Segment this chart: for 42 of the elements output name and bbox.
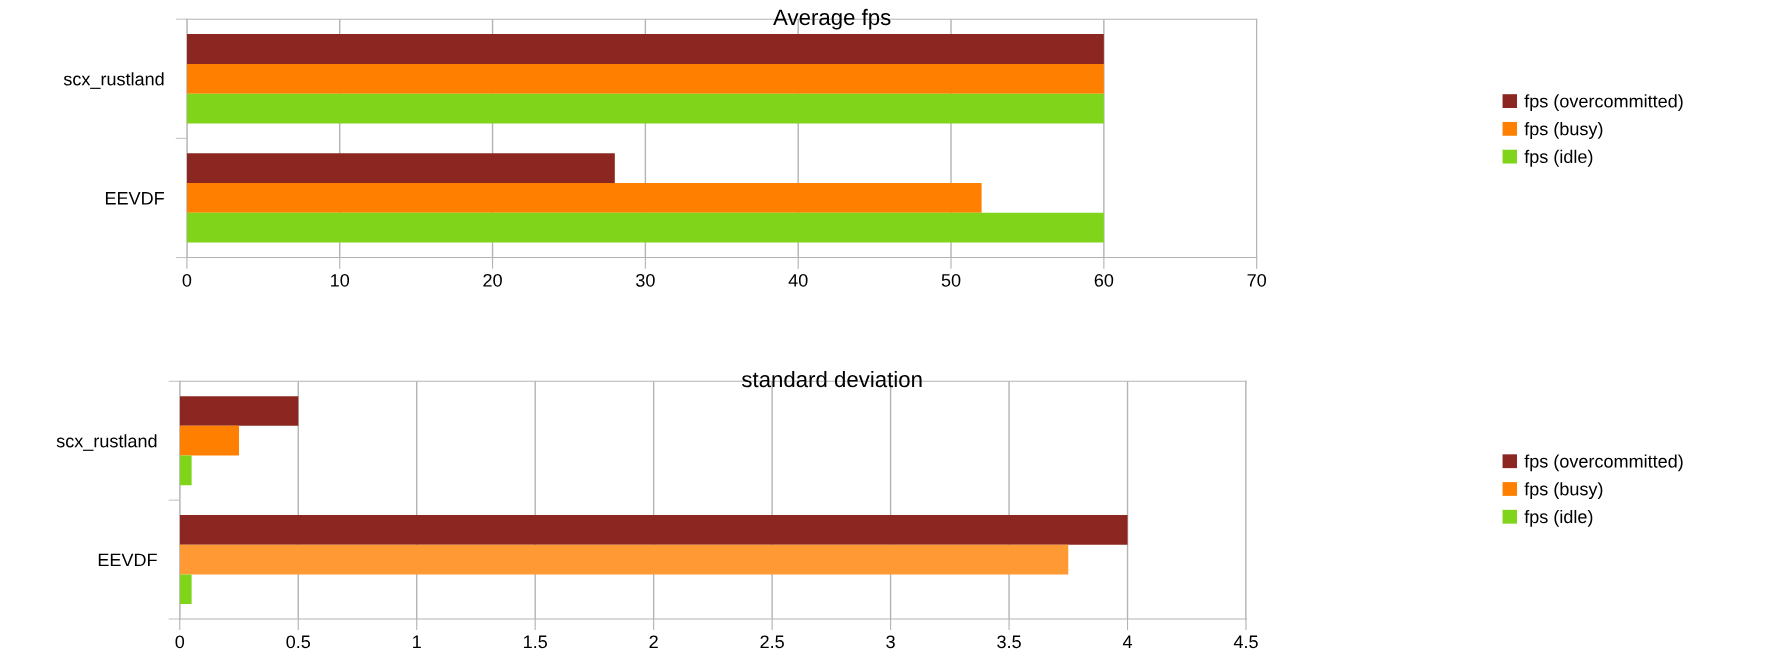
x-tick-label: 40 bbox=[788, 273, 808, 287]
x-tick-label: 2 bbox=[649, 635, 658, 649]
y-tick-label: scx_rustland bbox=[63, 72, 164, 89]
legend-label: fps (idle) bbox=[1524, 509, 1593, 527]
x-tick-label: 0 bbox=[182, 273, 192, 287]
bar bbox=[186, 93, 1104, 124]
y-tick-label: scx_rustland bbox=[56, 434, 157, 451]
x-tick-label: 20 bbox=[483, 273, 502, 287]
bar bbox=[179, 544, 1069, 575]
x-tick-label: 2.5 bbox=[760, 635, 784, 649]
x-tick-label: 60 bbox=[1094, 273, 1114, 287]
bar bbox=[186, 63, 1104, 94]
bar bbox=[179, 425, 240, 456]
bar bbox=[179, 455, 192, 486]
bar bbox=[186, 153, 615, 184]
x-tick-label: 50 bbox=[941, 273, 961, 287]
x-tick-label: 1.5 bbox=[524, 635, 547, 649]
bar bbox=[179, 514, 1128, 545]
chart-title: Average fps bbox=[773, 8, 891, 30]
legend-label: fps (overcommitted) bbox=[1524, 94, 1683, 112]
bar bbox=[186, 34, 1104, 64]
x-tick-label: 4 bbox=[1122, 635, 1133, 649]
bar bbox=[179, 574, 192, 605]
bar bbox=[186, 183, 982, 213]
x-tick-label: 0.5 bbox=[286, 635, 311, 649]
legend-label: fps (busy) bbox=[1524, 122, 1603, 139]
bar bbox=[186, 212, 1104, 243]
legend-label: fps (busy) bbox=[1524, 482, 1603, 500]
x-tick-label: 0 bbox=[175, 635, 185, 649]
y-tick-label: EEVDF bbox=[105, 192, 164, 205]
x-tick-label: 70 bbox=[1247, 273, 1267, 287]
x-tick-label: 3 bbox=[886, 635, 895, 649]
x-tick-label: 4.5 bbox=[1233, 635, 1258, 649]
bar bbox=[179, 396, 299, 426]
x-tick-label: 10 bbox=[331, 273, 350, 287]
x-tick-label: 30 bbox=[636, 273, 655, 287]
legend-label: fps (idle) bbox=[1524, 149, 1593, 167]
legend-label: fps (overcommitted) bbox=[1524, 454, 1683, 472]
chart-title: standard deviation bbox=[741, 370, 922, 388]
x-tick-label: 3.5 bbox=[997, 635, 1021, 649]
y-tick-label: EEVDF bbox=[98, 553, 157, 567]
x-tick-label: 1 bbox=[413, 635, 421, 649]
